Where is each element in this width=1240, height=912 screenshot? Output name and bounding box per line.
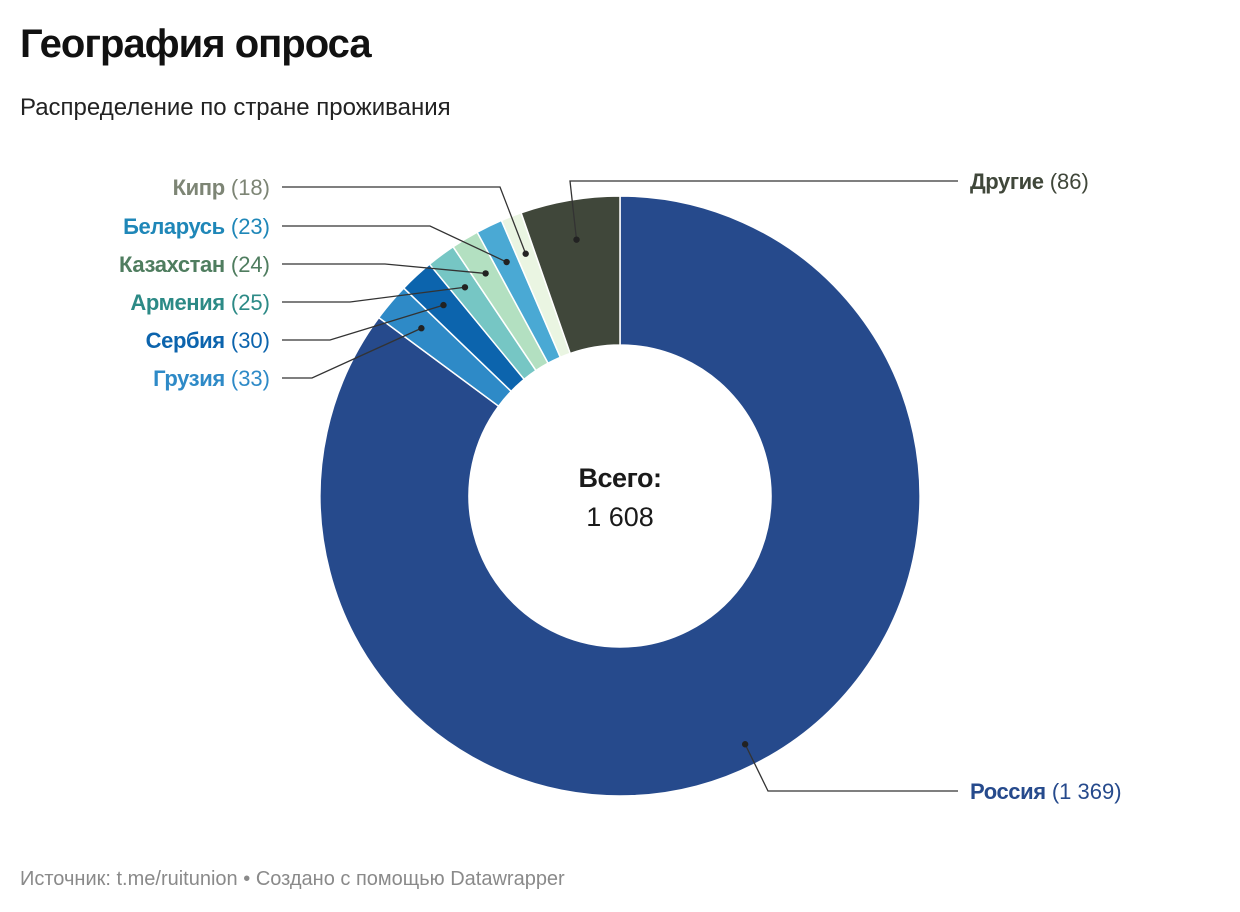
leader-dot-другие [573,236,580,243]
label-name: Беларусь [123,214,225,239]
donut-slices [319,195,921,797]
leader-line-армения [282,286,466,303]
leader-line-казахстан [282,263,486,275]
leader-line-кипр [282,186,527,254]
slice-россия [319,195,921,797]
label-name: Россия [970,779,1046,804]
footer-separator: • [243,868,251,890]
label-leader-lines [282,180,958,792]
leader-dot-россия [741,741,749,748]
leader-dot-казахстан [482,270,489,277]
slice-другие [520,195,621,355]
leader-dot-армения [461,284,469,291]
label-name: Другие [970,169,1044,194]
leader-line-грузия [282,327,422,379]
center-total-label: Всего: [579,463,662,493]
leader-line-сербия [282,304,444,341]
leader-line-другие [569,180,958,240]
chart-subtitle: Распределение по стране проживания [20,94,451,121]
leader-dot-сербия [440,301,447,309]
label-name: Кипр [173,175,225,200]
label-сербия: Сербия (30) [146,328,270,353]
label-name: Казахстан [119,252,225,277]
label-name: Грузия [153,366,225,391]
label-value: (33) [225,366,270,391]
source-label: Источник: [20,868,111,890]
label-name: Сербия [146,328,225,353]
label-value: (25) [225,290,270,315]
label-кипр: Кипр (18) [173,175,270,200]
center-total-value: 1 608 [586,502,654,532]
leader-line-россия [744,743,958,792]
label-армения: Армения (25) [130,290,270,315]
leader-line-беларусь [282,225,507,263]
leader-dot-кипр [522,250,529,257]
label-россия: Россия (1 369) [970,779,1122,804]
label-value: (86) [1044,169,1089,194]
leader-dot-грузия [418,325,425,332]
label-value: (1 369) [1046,779,1122,804]
label-другие: Другие (86) [970,169,1089,194]
label-value: (24) [225,252,270,277]
source-link[interactable]: t.me/ruitunion [116,868,238,890]
footer: Источник: t.me/ruitunion • Создано с пом… [20,868,565,891]
credit-text: Создано с помощью Datawrapper [255,868,565,890]
label-казахстан: Казахстан (24) [119,252,270,277]
label-value: (18) [225,175,270,200]
chart-title: География опроса [20,22,372,66]
label-value: (23) [225,214,270,239]
slice-labels: Россия (1 369)Грузия (33)Сербия (30)Арме… [119,169,1122,804]
label-грузия: Грузия (33) [153,366,270,391]
label-name: Армения [130,290,224,315]
label-беларусь: Беларусь (23) [123,214,270,239]
leader-dot-беларусь [503,258,510,266]
label-value: (30) [225,328,270,353]
